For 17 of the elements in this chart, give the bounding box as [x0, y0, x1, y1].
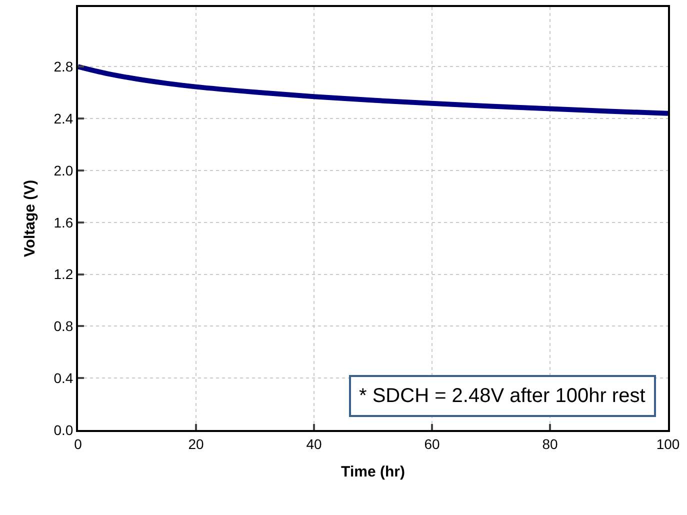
annotation: * SDCH = 2.48V after 100hr rest: [359, 385, 646, 407]
y-tick-label: 2.0: [54, 162, 74, 178]
y-axis-title: Voltage (V): [21, 180, 38, 258]
x-tick-label: 40: [306, 436, 322, 452]
x-tick-label: 20: [188, 436, 204, 452]
y-tick-label: 2.4: [54, 110, 74, 126]
x-axis-title: Time (hr): [341, 463, 405, 480]
x-tick-label: 60: [424, 436, 440, 452]
x-tick-label: 80: [542, 436, 558, 452]
y-tick-label: 1.6: [54, 214, 74, 230]
y-tick-label: 2.8: [54, 58, 74, 75]
y-tick-label: 0.4: [54, 370, 74, 386]
x-tick-label: 0: [74, 436, 82, 452]
y-tick-label: 1.2: [54, 266, 74, 282]
x-tick-label: 100: [656, 436, 680, 452]
y-tick-label: 0.8: [54, 318, 74, 334]
y-tick-label: 0.0: [54, 422, 74, 438]
